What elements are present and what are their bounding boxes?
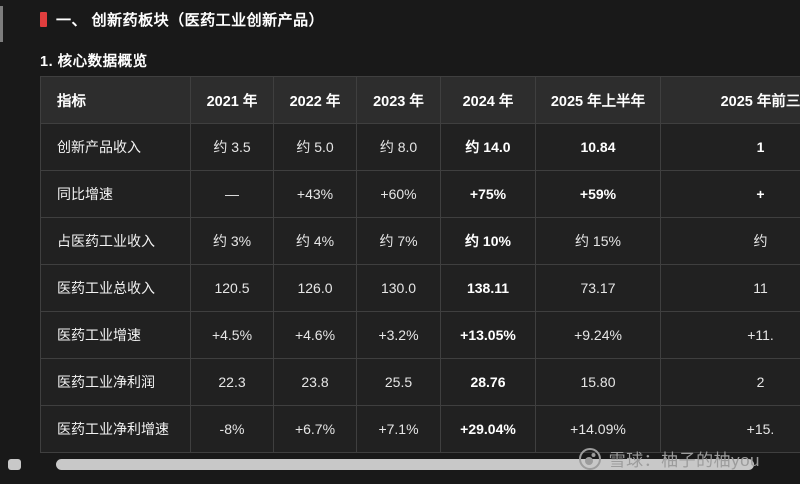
table-row: 同比增速 — +43% +60% +75% +59% + [40,170,800,218]
column-header: 2025 年上半年 [535,76,661,124]
core-data-table: 指标 2021 年 2022 年 2023 年 2024 年 2025 年上半年 2025 … [40,76,800,453]
table-row: 占医药工业收入约 3% 约 4% 约 7% 约 10% 约 15% 约 [40,217,800,265]
xueqiu-logo-icon [578,447,601,470]
cell-value: 11 [660,264,800,312]
table-row: 医药工业增速 +4.5% +4.6% +3.2% +13.05% +9.24% +11. [40,311,800,359]
cell-value: 130.0 [356,264,441,312]
cell-value: 约 10% [440,217,536,265]
cell-value: 138.11 [440,264,536,312]
cell-value: 2 [660,358,800,406]
cell-value: 约 [660,217,800,265]
cell-value: 22.3 [190,358,274,406]
table-row: 医药工业总收入 120.5 126.0 130.0 138.11 73.17 11 [40,264,800,312]
cell-value: 10.84 [535,123,661,171]
table-row: 创新产品收入约 3.5 约 5.0 约 8.0 约 14.0 10.84 1 [40,123,800,171]
cell-value: +60% [356,170,441,218]
cell-value: 1 [660,123,800,171]
cell-value: +59% [535,170,661,218]
cell-value: +13.05% [440,311,536,359]
cell-value: +6.7% [273,405,357,453]
row-label: 同比增速 [40,170,191,218]
row-label: 医药工业总收入 [40,264,191,312]
table-body: 创新产品收入约 3.5 约 5.0 约 8.0 约 14.0 10.84 1 同比增速 — +4… [40,123,800,453]
red-accent-marker [40,12,47,27]
horizontal-scrollbar-button[interactable] [8,459,21,470]
cell-value: 73.17 [535,264,661,312]
row-label: 医药工业净利润 [40,358,191,406]
cell-value: +43% [273,170,357,218]
cell-value: +75% [440,170,536,218]
watermark-text: 雪球：柚子的柚you [608,451,760,470]
cell-value: 约 15% [535,217,661,265]
cell-value: +14.09% [535,405,661,453]
cell-value: -8% [190,405,274,453]
cell-value: + [660,170,800,218]
column-header: 2024 年 [440,76,536,124]
cell-value: — [190,170,274,218]
row-label: 创新产品收入 [40,123,191,171]
table-row: 医药工业净利增速 -8% +6.7% +7.1% +29.04% +14.09% +15. [40,405,800,453]
subsection-title: 1. 核心数据概览 [40,54,148,70]
cell-value: +4.5% [190,311,274,359]
cell-value: 23.8 [273,358,357,406]
cell-value: +29.04% [440,405,536,453]
row-label: 医药工业增速 [40,311,191,359]
cell-value: 约 4% [273,217,357,265]
cell-value: 约 3.5 [190,123,274,171]
watermark: 雪球：柚子的柚you [578,446,760,471]
cell-value: +9.24% [535,311,661,359]
section-title-text: 一、 创新药板块（医药工业创新产品） [56,12,325,29]
cell-value: 约 5.0 [273,123,357,171]
horizontal-scrollbar-thumb[interactable] [56,459,754,470]
cell-value: 15.80 [535,358,661,406]
cell-value: 约 7% [356,217,441,265]
left-edge-scrollbar[interactable] [0,6,3,42]
column-header: 2021 年 [190,76,274,124]
table-row: 医药工业净利润 22.3 23.8 25.5 28.76 15.80 2 [40,358,800,406]
column-header: 指标 [40,76,191,124]
cell-value: +15. [660,405,800,453]
column-header: 2022 年 [273,76,357,124]
cell-value: 126.0 [273,264,357,312]
column-header: 2025 年前三 [660,76,800,124]
cell-value: 28.76 [440,358,536,406]
cell-value: 约 3% [190,217,274,265]
cell-value: 约 14.0 [440,123,536,171]
cell-value: +11. [660,311,800,359]
cell-value: 约 8.0 [356,123,441,171]
column-header: 2023 年 [356,76,441,124]
cell-value: +3.2% [356,311,441,359]
data-table-container: 指标 2021 年 2022 年 2023 年 2024 年 2025 年上半年 2025 … [40,76,800,461]
cell-value: +7.1% [356,405,441,453]
table-head-row: 指标 2021 年 2022 年 2023 年 2024 年 2025 年上半年 2025 … [40,76,800,124]
section-title: 一、 创新药板块（医药工业创新产品） [40,9,324,30]
cell-value: 25.5 [356,358,441,406]
row-label: 医药工业净利增速 [40,405,191,453]
row-label: 占医药工业收入 [40,217,191,265]
cell-value: +4.6% [273,311,357,359]
cell-value: 120.5 [190,264,274,312]
